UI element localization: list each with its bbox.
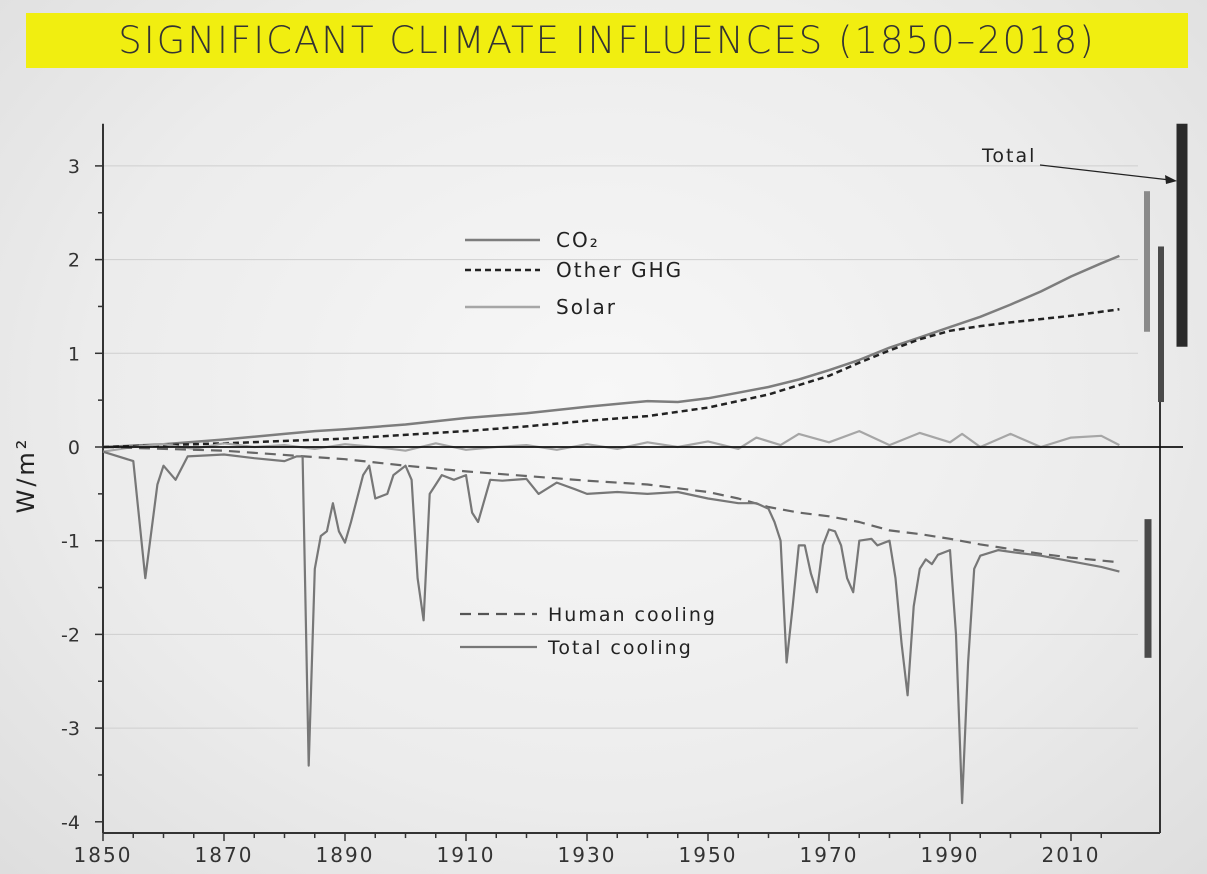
legend-layer: Total CO₂ Other GHG Solar Human cooling Total… [460,145,1177,659]
range-bar [1176,123,1188,347]
chart-title: SIGNIFICANT CLIMATE INFLUENCES (1850–201… [118,19,1096,62]
series-line [102,308,1120,449]
y-axis-label: W/m² [12,437,40,514]
x-tick-label: 1870 [195,843,254,867]
range-bar [1158,246,1164,403]
x-tick-label: 1850 [74,843,133,867]
legend-label: Solar [556,295,617,319]
y-tick-label: 0 [68,437,80,459]
y-tick-label: 2 [68,250,80,272]
series-line [102,430,1120,453]
y-tick-label: -1 [61,531,80,553]
y-tick-label: -2 [61,624,80,646]
x-tick-label: 2010 [1042,843,1101,867]
y-tick-label: 3 [68,156,80,178]
x-tick-label: 1910 [437,843,496,867]
annotation-label: Total [981,145,1036,167]
axis-layer: 3 2 1 0 -1 -2 -3 -4 1850 1870 1890 1910 1930 1950 1970… [12,123,1161,867]
range-bar [1144,519,1152,658]
range-bar [1144,191,1150,332]
y-tick-label: 1 [68,343,80,365]
y-tick-label: -4 [61,812,80,834]
legend-label: CO₂ [556,228,600,252]
legend-label: Other GHG [556,258,683,282]
y-tick-label: -3 [61,718,80,740]
series-layer [102,254,1183,805]
x-tick-label: 1930 [558,843,617,867]
x-tick-label: 1990 [921,843,980,867]
annotation-arrow [1039,164,1171,181]
x-tick-label: 1950 [679,843,738,867]
title-banner: SIGNIFICANT CLIMATE INFLUENCES (1850–201… [26,13,1188,68]
x-tick-label: 1970 [800,843,859,867]
x-tick-label: 1890 [316,843,375,867]
legend-label: Human cooling [548,604,717,626]
series-line [102,450,1120,805]
series-line [102,254,1120,449]
legend-label: Total cooling [547,637,693,659]
range-bars-layer [1144,123,1188,658]
annotation-arrowhead [1165,175,1177,184]
series-line [102,445,1120,564]
